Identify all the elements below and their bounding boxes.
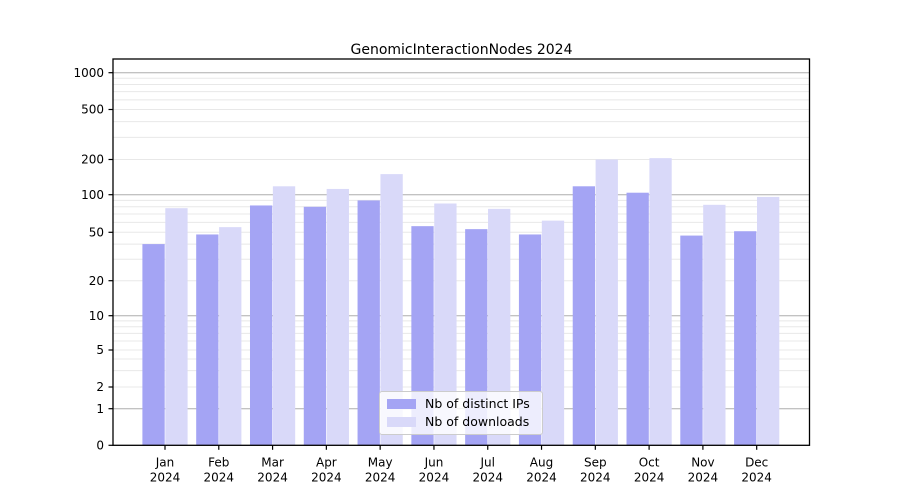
bar-downloads-dec xyxy=(756,196,780,446)
x-tick-label-month: Mar xyxy=(261,456,284,470)
y-tick-label: 1000 xyxy=(73,66,104,80)
x-tick-label-year: 2024 xyxy=(257,471,288,485)
legend-swatch-distinct-ips xyxy=(387,399,416,410)
x-tick-label-year: 2024 xyxy=(741,471,772,485)
x-tick-label-month: Feb xyxy=(208,456,229,470)
bar-downloads-jul xyxy=(488,208,511,446)
y-tick-label: 5 xyxy=(96,343,104,357)
bar-distinct-ips-jan xyxy=(142,244,165,446)
bar-downloads-apr xyxy=(326,188,349,446)
y-tick-label: 1 xyxy=(96,402,104,416)
axes-border xyxy=(112,58,811,446)
x-tick-label-year: 2024 xyxy=(150,471,181,485)
bar-distinct-ips-nov xyxy=(680,235,703,446)
bar-downloads-aug xyxy=(541,220,565,446)
x-tick-label-year: 2024 xyxy=(419,471,450,485)
y-tick-label: 200 xyxy=(81,153,104,167)
legend-item-downloads: Nb of downloads xyxy=(387,413,534,429)
bar-downloads-oct xyxy=(649,158,672,446)
bar-distinct-ips-dec xyxy=(734,231,757,446)
x-tick-label-month: Apr xyxy=(316,456,337,470)
bar-downloads-sep xyxy=(595,159,618,446)
x-tick-label-month: Oct xyxy=(639,456,660,470)
bar-distinct-ips-may xyxy=(357,200,380,446)
x-tick-label-year: 2024 xyxy=(311,471,342,485)
x-tick-label-month: Jul xyxy=(479,456,494,470)
x-tick-label-year: 2024 xyxy=(688,471,719,485)
bar-downloads-may xyxy=(380,174,403,446)
legend-item-distinct-ips: Nb of distinct IPs xyxy=(387,396,534,411)
bar-distinct-ips-sep xyxy=(572,186,596,446)
bar-downloads-jan xyxy=(165,208,188,446)
x-tick-label-month: Jun xyxy=(424,456,444,470)
bar-distinct-ips-apr xyxy=(303,206,327,446)
bar-distinct-ips-feb xyxy=(196,234,219,446)
y-tick-label: 20 xyxy=(89,274,104,288)
x-tick-label-year: 2024 xyxy=(365,471,396,485)
chart-title: GenomicInteractionNodes 2024 xyxy=(350,42,573,58)
bar-downloads-feb xyxy=(219,227,242,446)
bar-distinct-ips-jun xyxy=(411,226,434,446)
x-tick-label-month: Nov xyxy=(691,456,714,470)
x-tick-label-year: 2024 xyxy=(580,471,611,485)
x-tick-label-month: Jan xyxy=(155,456,175,470)
chart-legend: Nb of distinct IPs Nb of downloads xyxy=(379,391,543,435)
x-tick-label-year: 2024 xyxy=(204,471,235,485)
legend-swatch-downloads xyxy=(387,416,416,427)
y-tick-label: 2 xyxy=(96,380,104,394)
x-tick-label-year: 2024 xyxy=(472,471,503,485)
y-tick-label: 100 xyxy=(81,188,104,202)
x-tick-label-month: May xyxy=(368,456,393,470)
legend-label-downloads: Nb of downloads xyxy=(425,413,530,429)
y-tick-label: 500 xyxy=(81,103,104,117)
x-tick-label-month: Dec xyxy=(745,456,768,470)
x-tick-label-month: Sep xyxy=(584,456,607,470)
y-tick-label: 0 xyxy=(96,439,104,453)
x-tick-label-month: Aug xyxy=(530,456,553,470)
x-tick-label-year: 2024 xyxy=(634,471,665,485)
bar-distinct-ips-oct xyxy=(626,192,649,446)
x-tick-label-year: 2024 xyxy=(526,471,557,485)
bar-downloads-jun xyxy=(434,203,457,446)
bar-distinct-ips-mar xyxy=(249,205,273,446)
bar-downloads-nov xyxy=(703,204,726,446)
y-tick-label: 10 xyxy=(89,309,104,323)
legend-label-distinct-ips: Nb of distinct IPs xyxy=(425,396,530,411)
bar-downloads-mar xyxy=(272,186,296,446)
y-tick-label: 50 xyxy=(89,226,104,240)
